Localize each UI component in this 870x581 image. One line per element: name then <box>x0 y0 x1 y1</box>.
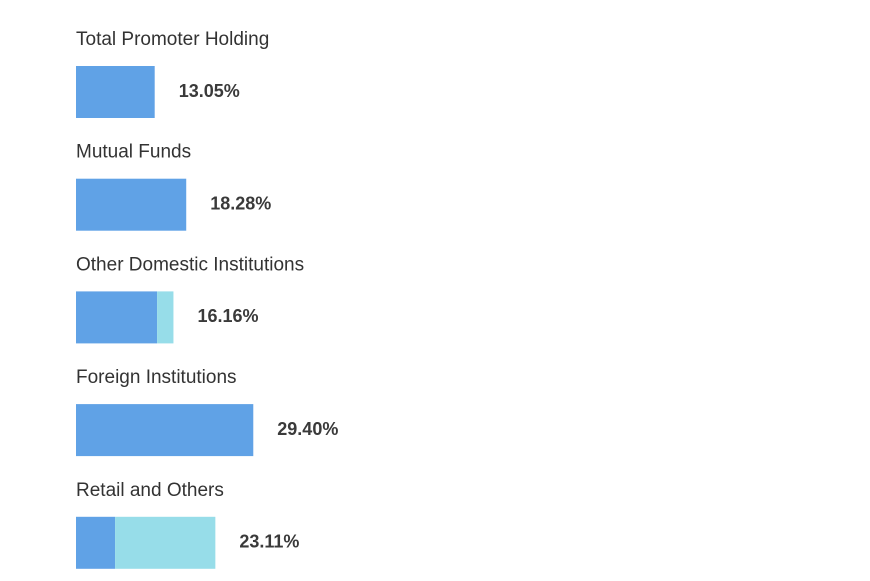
category-label: Foreign Institutions <box>76 367 237 388</box>
value-label: 29.40% <box>277 419 338 439</box>
category-label: Retail and Others <box>76 480 224 501</box>
category-label: Total Promoter Holding <box>76 29 269 50</box>
bar-segment <box>115 516 216 569</box>
category-label: Other Domestic Institutions <box>76 254 304 275</box>
value-label: 16.16% <box>197 306 258 326</box>
category-label: Mutual Funds <box>76 142 191 163</box>
value-label: 23.11% <box>239 532 299 552</box>
bar-segment <box>76 404 254 457</box>
value-label: 13.05% <box>179 81 240 101</box>
bar-segment <box>76 516 116 569</box>
bar-segment <box>76 178 187 231</box>
bar-segment <box>76 66 155 118</box>
value-label: 18.28% <box>210 193 271 213</box>
bar-segment <box>76 291 158 344</box>
bar-segment <box>157 291 174 344</box>
